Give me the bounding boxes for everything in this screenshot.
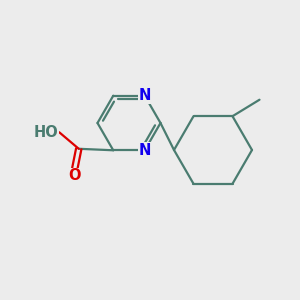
Text: O: O [68, 168, 80, 183]
Text: N: N [139, 88, 151, 103]
Text: HO: HO [33, 125, 58, 140]
Text: N: N [139, 143, 151, 158]
